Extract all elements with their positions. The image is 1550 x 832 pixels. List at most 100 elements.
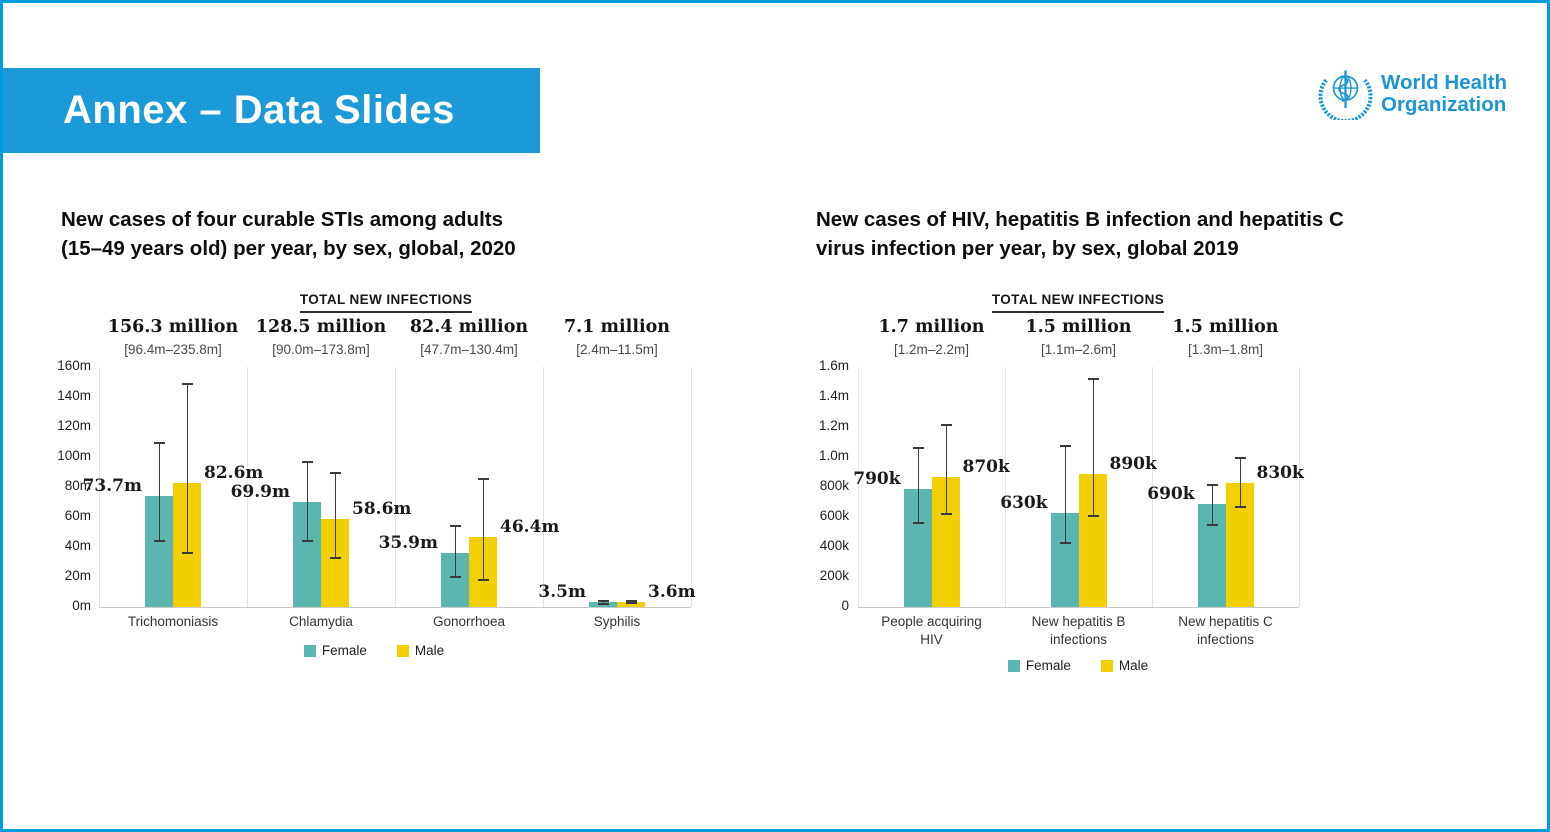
bar-value-label-female: 69.9m — [230, 482, 290, 503]
who-wordmark-line1: World Health — [1381, 71, 1508, 94]
error-bar-cap-bottom — [598, 602, 609, 605]
legend-item-male: Male — [1100, 658, 1149, 673]
error-bar-cap-bottom — [450, 576, 461, 579]
error-bar-line — [1211, 484, 1213, 525]
panel-separator-line — [858, 367, 859, 607]
x-axis-baseline — [99, 607, 691, 608]
error-bar-cap-top — [598, 599, 609, 602]
bar-value-label-female: 790k — [853, 468, 901, 489]
category-label: Chlamydia — [289, 614, 353, 629]
bar-female — [589, 601, 617, 607]
panel-separator-line — [1299, 367, 1300, 607]
hiv-hep-chart-title: New cases of HIV, hepatitis B infection … — [816, 206, 1456, 263]
bar-male — [931, 476, 960, 607]
category-label: HIV — [920, 632, 943, 647]
legend: Female Male — [918, 658, 1238, 673]
panel-separator-line — [1005, 367, 1006, 607]
y-axis-tick-label: 60m — [64, 508, 91, 523]
error-bar-line — [1064, 445, 1066, 543]
error-bar-cap-top — [940, 424, 952, 426]
error-bar-cap-top — [1234, 457, 1246, 459]
sti-chart-title: New cases of four curable STIs among adu… — [61, 206, 681, 263]
y-axis-tick-label: 1.2m — [818, 418, 849, 433]
y-axis-tick-label: 140m — [57, 388, 91, 403]
error-bar-line — [945, 424, 947, 514]
error-bar-cap-bottom — [330, 556, 341, 559]
error-bar-line — [455, 525, 456, 578]
panel-separator-line — [691, 367, 692, 607]
sti-chart-title-line1: New cases of four curable STIs among adu… — [61, 208, 504, 231]
error-bar-line — [187, 382, 188, 554]
y-axis-tick-label: 1.6m — [818, 358, 849, 373]
bar-female — [441, 553, 469, 607]
category-label: infections — [1049, 632, 1108, 647]
bar-value-label-female: 690k — [1147, 483, 1195, 504]
bar-value-label-female: 630k — [1000, 492, 1048, 513]
bar-female — [145, 496, 173, 607]
error-bar-line — [307, 460, 308, 541]
y-axis-tick-label: 1.0m — [818, 448, 849, 463]
category-label: People acquiring — [881, 614, 982, 629]
error-bar-cap-top — [450, 525, 461, 528]
bar-female — [1197, 503, 1226, 607]
panel-separator-line — [247, 367, 248, 607]
bar-value-label-male: 870k — [962, 456, 1010, 477]
error-bar-cap-bottom — [182, 552, 193, 555]
legend: Female Male — [214, 643, 534, 658]
group-total-value: 7.1 million — [563, 317, 671, 337]
y-axis-tick-label: 100m — [57, 448, 91, 463]
group-total-value: 128.5 million — [255, 317, 387, 337]
sti-chart-title-line2: (15–49 years old) per year, by sex, glob… — [61, 236, 516, 260]
group-total-range: [96.4m–235.8m] — [124, 342, 222, 357]
bar-male — [173, 483, 201, 607]
legend-swatch-female — [303, 644, 316, 657]
error-bar-cap-top — [302, 460, 313, 463]
who-wordmark-line2: Organization — [1381, 93, 1507, 116]
category-label: Gonorrhoea — [432, 614, 506, 629]
group-total-range: [47.7m–130.4m] — [420, 342, 518, 357]
group-total-range: [2.4m–11.5m] — [576, 342, 658, 357]
error-bar-cap-top — [182, 382, 193, 385]
bar-male — [469, 537, 497, 607]
category-label: infections — [1196, 632, 1255, 647]
bar-female — [293, 502, 321, 607]
error-bar-cap-bottom — [154, 540, 165, 542]
legend-label: Male — [1118, 658, 1149, 673]
total-new-infections-header: TOTAL NEW INFECTIONS — [991, 292, 1165, 313]
y-axis-tick-label: 400k — [819, 538, 849, 553]
y-axis-tick-label: 600k — [819, 508, 849, 523]
bar-value-label-male: 46.4m — [500, 517, 560, 538]
error-bar-line — [483, 478, 484, 581]
group-total-value: 82.4 million — [409, 317, 529, 337]
error-bar-cap-top — [626, 599, 637, 602]
group-total-value: 156.3 million — [107, 317, 239, 337]
legend-label: Female — [321, 643, 367, 658]
error-bar-cap-top — [912, 446, 924, 449]
y-axis-tick-label: 120m — [57, 418, 91, 433]
error-bar-cap-bottom — [478, 579, 489, 582]
panel-separator-line — [99, 367, 100, 607]
y-axis-tick-label: 1.4m — [818, 388, 849, 403]
who-wordmark: World Health Organization — [1381, 72, 1507, 116]
bar-male — [321, 519, 349, 607]
bar-female — [1050, 512, 1079, 607]
y-axis-tick-label: 40m — [64, 538, 91, 553]
error-bar-cap-top — [478, 478, 489, 480]
panel-separator-line — [395, 367, 396, 607]
who-emblem-icon — [1317, 63, 1374, 125]
bar-male — [1225, 482, 1254, 607]
bar-value-label-male: 830k — [1256, 462, 1304, 483]
hiv-hep-chart-title-line1: New cases of HIV, hepatitis B infection … — [816, 208, 1344, 231]
group-total-value: 1.5 million — [1025, 317, 1132, 337]
total-header-wrap: TOTAL NEW INFECTIONS — [948, 291, 1208, 313]
bar-value-label-female: 3.5m — [538, 581, 586, 602]
category-label: Syphilis — [593, 614, 641, 629]
error-bar-cap-bottom — [1059, 541, 1071, 544]
error-bar-cap-bottom — [940, 513, 952, 515]
total-new-infections-header: TOTAL NEW INFECTIONS — [299, 292, 473, 313]
bar-value-label-female: 35.9m — [378, 533, 438, 554]
y-axis-tick-label: 0 — [841, 598, 849, 613]
category-label: New hepatitis B — [1031, 614, 1126, 629]
bar-value-label-male: 82.6m — [204, 463, 264, 484]
error-bar-line — [603, 599, 604, 604]
